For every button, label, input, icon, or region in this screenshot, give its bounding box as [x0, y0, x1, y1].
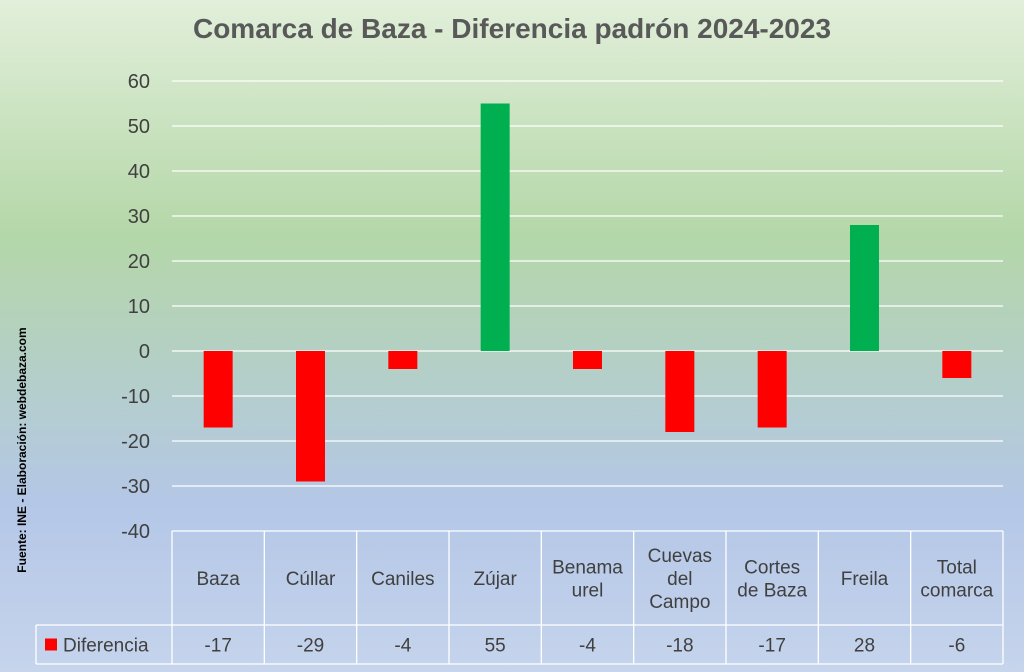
category-label: Freila: [841, 569, 889, 590]
category-label: Cortes: [744, 558, 800, 579]
bar: [296, 351, 325, 482]
y-tick-label: 60: [128, 71, 150, 93]
legend-label: Diferencia: [63, 636, 149, 657]
bar: [942, 351, 972, 378]
data-value-label: -18: [666, 636, 693, 657]
data-value-label: -4: [579, 636, 596, 657]
y-tick-label: -40: [121, 521, 150, 543]
y-tick-label: 10: [128, 296, 150, 318]
bar: [480, 103, 510, 351]
data-value-label: -4: [394, 636, 411, 657]
y-tick-label: -30: [121, 476, 150, 498]
y-tick-label: -20: [121, 431, 150, 453]
bar: [573, 351, 602, 369]
category-label: Cúllar: [286, 569, 336, 590]
category-label: Zújar: [474, 569, 518, 590]
bar: [665, 351, 695, 432]
data-value-label: 28: [854, 636, 875, 657]
data-value-label: -17: [758, 636, 785, 657]
category-label: Campo: [649, 592, 710, 613]
y-tick-label: -10: [121, 386, 150, 408]
data-value-label: -29: [297, 636, 324, 657]
category-label: Caniles: [371, 569, 434, 590]
chart-title: Comarca de Baza - Diferencia padrón 2024…: [193, 13, 831, 44]
category-label: del: [667, 569, 692, 590]
category-label: de Baza: [737, 581, 807, 602]
y-tick-label: 20: [128, 251, 150, 273]
category-label: comarca: [920, 581, 993, 602]
category-label: Baza: [197, 569, 241, 590]
data-value-label: 55: [485, 636, 506, 657]
data-value-label: -6: [948, 636, 965, 657]
legend-marker: [45, 638, 57, 651]
data-table: Baza -17 Cúllar -29 Caniles -4 Zújar 55 Benamaur…: [35, 531, 1004, 665]
bar: [850, 225, 879, 351]
y-tick-label: 0: [139, 341, 150, 363]
y-tick-label: 30: [128, 206, 150, 228]
category-label: Benama: [552, 558, 623, 579]
bar: [203, 351, 233, 428]
source-note: Fuente: INE - Elaboración: webdebaza.com: [15, 327, 29, 572]
data-value-label: -17: [204, 636, 231, 657]
bars: [203, 103, 972, 482]
bar: [388, 351, 418, 369]
category-label: Total: [937, 558, 977, 579]
y-axis-tick-labels: 60 50 40 30 20 10 0 -10 -20 -30 -40: [121, 71, 150, 543]
category-label: urel: [572, 581, 604, 602]
category-label: Cuevas: [648, 546, 712, 567]
y-tick-label: 50: [128, 116, 150, 138]
y-tick-label: 40: [128, 161, 150, 183]
bar: [757, 351, 787, 428]
